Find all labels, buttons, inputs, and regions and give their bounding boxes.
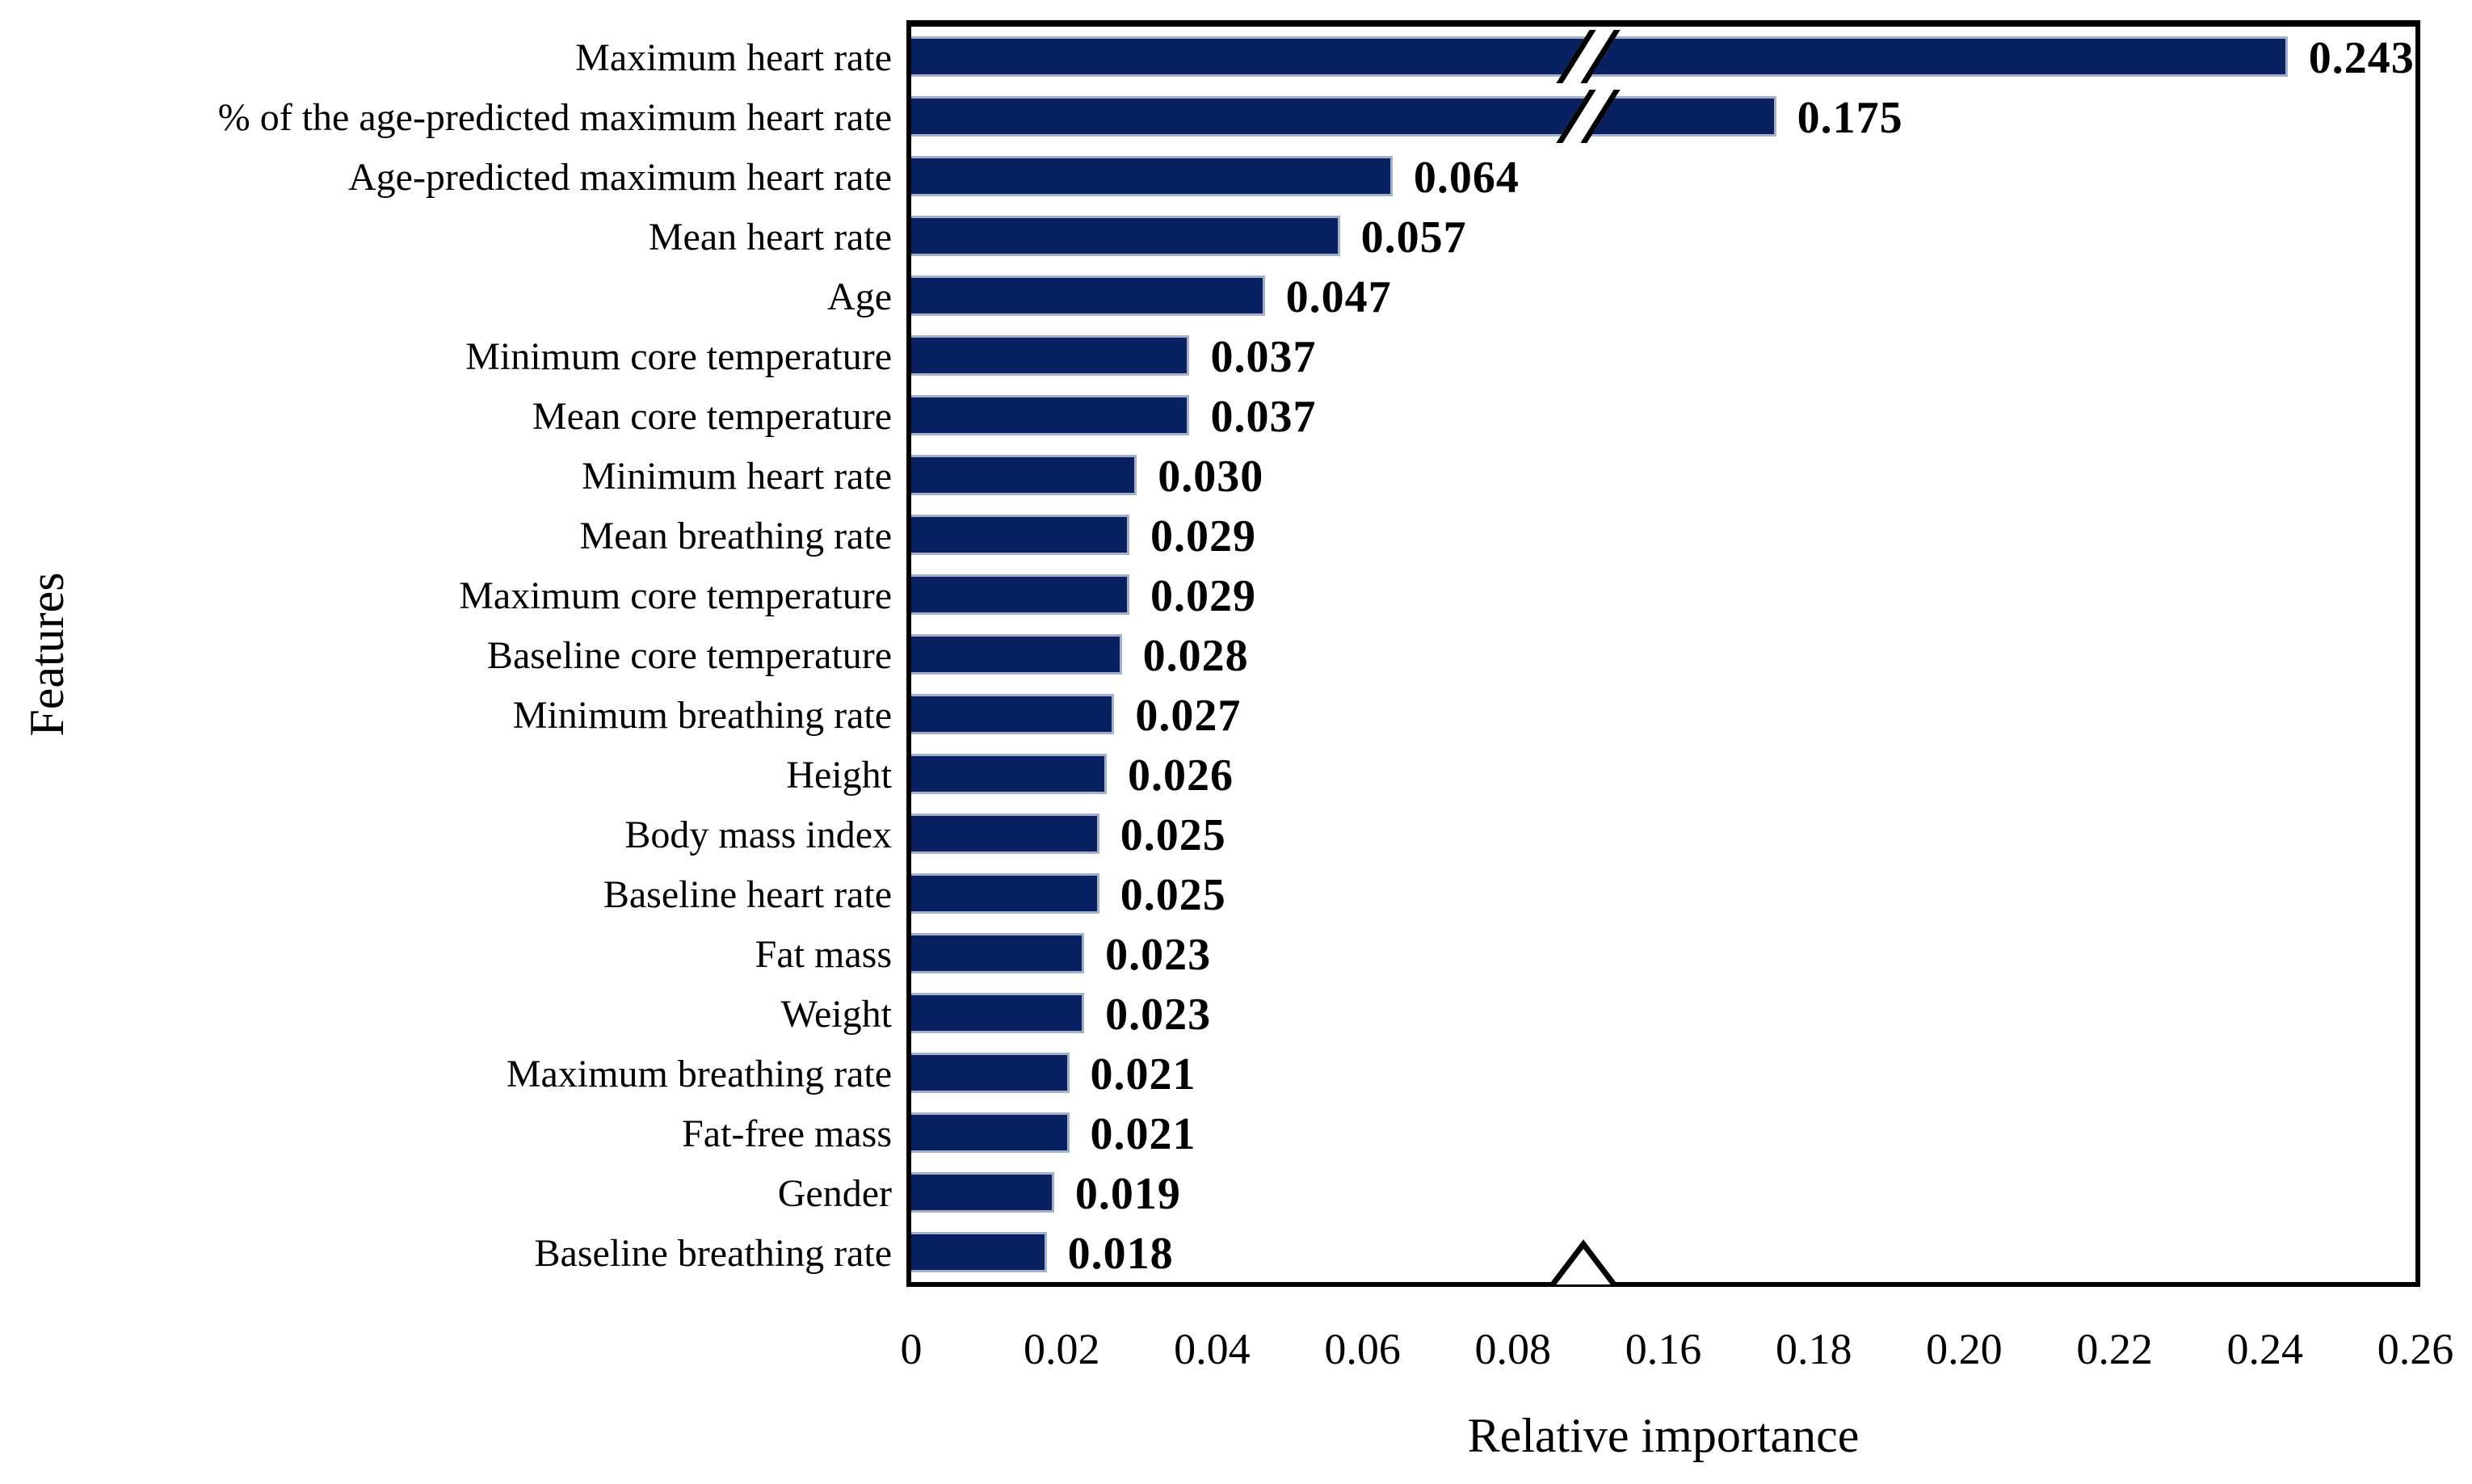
category-label: Fat mass (755, 933, 892, 976)
x-axis-title: Relative importance (1467, 1409, 1860, 1462)
bar (911, 395, 1190, 435)
x-tick-label: 0.08 (1474, 1325, 1552, 1373)
value-label: 0.019 (1074, 1169, 1181, 1219)
category-label: Baseline core temperature (486, 634, 892, 677)
category-label: Height (786, 754, 892, 797)
category-label: Age-predicted maximum heart rate (347, 156, 892, 199)
bar (911, 1053, 1070, 1093)
plot-area: 0.243 0.175 0.064 0.057 0.047 0.037 0.037 0.030… (906, 20, 2420, 1287)
category-label: Mean core temperature (532, 395, 892, 438)
category-label: Minimum core temperature (465, 335, 892, 378)
value-label: 0.027 (1135, 691, 1242, 741)
axis-break-caret-icon (1550, 1239, 1616, 1287)
value-label: 0.021 (1090, 1109, 1196, 1159)
value-label: 0.028 (1142, 631, 1249, 681)
bar (911, 574, 1129, 615)
bar (911, 1112, 1070, 1153)
x-tick-label: 0.24 (2226, 1325, 2304, 1373)
value-label: 0.030 (1158, 452, 1264, 502)
bar (911, 515, 1129, 555)
category-label: Mean breathing rate (579, 515, 892, 557)
category-label: Minimum heart rate (582, 455, 892, 498)
x-tick-label: 0.18 (1775, 1325, 1852, 1373)
bar (911, 754, 1108, 794)
x-tick-label: 0.22 (2076, 1325, 2153, 1373)
value-label: 0.047 (1285, 272, 1392, 322)
category-label: Weight (780, 993, 892, 1036)
value-label: 0.175 (1797, 93, 1903, 143)
value-label: 0.037 (1210, 332, 1317, 382)
value-label: 0.023 (1105, 930, 1212, 980)
category-label: Mean heart rate (648, 216, 892, 259)
category-label: Maximum core temperature (459, 574, 892, 617)
x-tick-label: 0.16 (1625, 1325, 1702, 1373)
value-label: 0.057 (1360, 212, 1467, 263)
category-label: Baseline breathing rate (534, 1232, 892, 1275)
value-label: 0.025 (1120, 810, 1226, 860)
value-label: 0.018 (1067, 1229, 1174, 1279)
category-label: Fat-free mass (682, 1112, 892, 1155)
bar (911, 216, 1340, 256)
value-label: 0.023 (1105, 990, 1212, 1040)
category-label: Minimum breathing rate (512, 694, 892, 737)
category-label: Maximum heart rate (575, 36, 892, 79)
bar (911, 1172, 1054, 1213)
category-label: Baseline heart rate (603, 873, 892, 916)
bar (911, 96, 1776, 137)
plot-inner: 0.243 0.175 0.064 0.057 0.047 0.037 0.037 0.030… (911, 27, 2415, 1282)
bar (911, 873, 1099, 914)
x-tick-label: 0.06 (1324, 1325, 1401, 1373)
bar (911, 455, 1137, 495)
value-label: 0.064 (1413, 153, 1520, 203)
bar (911, 634, 1122, 675)
category-label: % of the age-predicted maximum heart rat… (217, 96, 892, 139)
value-label: 0.021 (1090, 1049, 1196, 1099)
x-tick-label: 0.20 (1926, 1325, 2003, 1373)
value-label: 0.243 (2308, 33, 2415, 83)
bar (911, 993, 1085, 1033)
bar (911, 933, 1085, 973)
value-label: 0.029 (1150, 511, 1256, 561)
bar (911, 1232, 1047, 1272)
value-label: 0.026 (1128, 750, 1234, 801)
x-tick-label: 0.02 (1023, 1325, 1100, 1373)
bar (911, 813, 1099, 854)
bar (911, 275, 1265, 316)
bar (911, 694, 1115, 734)
bar (911, 335, 1190, 376)
value-label: 0.025 (1120, 870, 1226, 920)
bar (911, 156, 1393, 196)
category-label: Body mass index (624, 813, 892, 856)
category-label: Gender (777, 1172, 892, 1215)
x-tick-label: 0.26 (2377, 1325, 2454, 1373)
category-label: Maximum breathing rate (506, 1053, 892, 1095)
x-tick-label: 0 (900, 1325, 923, 1373)
category-label: Age (827, 275, 892, 318)
value-label: 0.029 (1150, 571, 1256, 621)
x-tick-label: 0.04 (1174, 1325, 1251, 1373)
value-label: 0.037 (1210, 392, 1317, 442)
